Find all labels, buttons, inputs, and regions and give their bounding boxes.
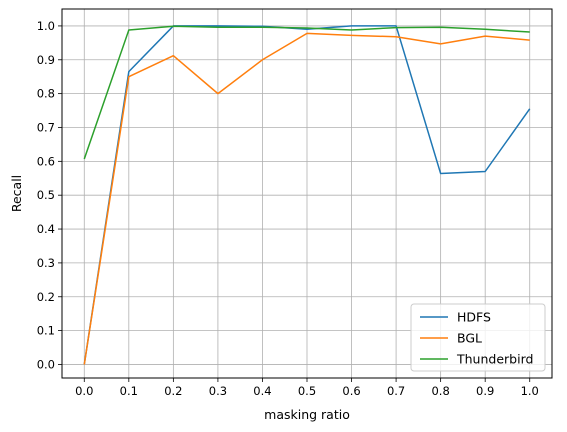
y-tick-label: 0.6 bbox=[37, 154, 55, 168]
x-tick-label: 0.0 bbox=[75, 384, 93, 398]
x-tick-label: 0.6 bbox=[342, 384, 360, 398]
x-axis-label: masking ratio bbox=[264, 407, 350, 422]
series-line-bgl bbox=[83, 32, 530, 365]
x-axis-ticks: 0.0 0.1 0.2 0.3 0.4 0.5 0.6 0.7 0.8 0.9 1.0 bbox=[75, 378, 539, 398]
series-line-thunderbird bbox=[83, 25, 530, 160]
y-tick-label: 0.9 bbox=[37, 53, 55, 67]
y-tick-label: 0.7 bbox=[37, 120, 55, 134]
x-tick-label: 0.3 bbox=[209, 384, 227, 398]
y-tick-label: 0.2 bbox=[37, 290, 55, 304]
x-tick-label: 0.4 bbox=[253, 384, 271, 398]
x-tick-label: 0.2 bbox=[164, 384, 182, 398]
x-tick-label: 0.8 bbox=[431, 384, 449, 398]
y-tick-label: 0.3 bbox=[37, 256, 55, 270]
x-tick-label: 0.7 bbox=[387, 384, 405, 398]
x-tick-label: 1.0 bbox=[521, 384, 539, 398]
y-tick-label: 0.8 bbox=[37, 87, 55, 101]
y-tick-label: 0.1 bbox=[37, 324, 55, 338]
legend-label-hdfs: HDFS bbox=[457, 310, 491, 325]
legend: HDFS BGL Thunderbird bbox=[410, 303, 546, 372]
y-axis-label: Recall bbox=[9, 175, 24, 212]
legend-label-bgl: BGL bbox=[457, 331, 482, 346]
series-lines bbox=[83, 25, 531, 365]
x-tick-label: 0.9 bbox=[476, 384, 494, 398]
legend-label-thunderbird: Thunderbird bbox=[456, 352, 533, 367]
y-tick-label: 0.5 bbox=[37, 188, 55, 202]
y-axis-ticks: 0.0 0.1 0.2 0.3 0.4 0.5 0.6 0.7 0.8 0.9 1.0 bbox=[37, 19, 62, 371]
legend-box bbox=[410, 303, 546, 372]
x-tick-label: 0.1 bbox=[120, 384, 138, 398]
y-tick-label: 0.4 bbox=[37, 222, 55, 236]
x-tick-label: 0.5 bbox=[298, 384, 316, 398]
y-tick-label: 1.0 bbox=[37, 19, 55, 33]
y-tick-label: 0.0 bbox=[37, 357, 55, 371]
series-line-hdfs bbox=[83, 25, 531, 365]
